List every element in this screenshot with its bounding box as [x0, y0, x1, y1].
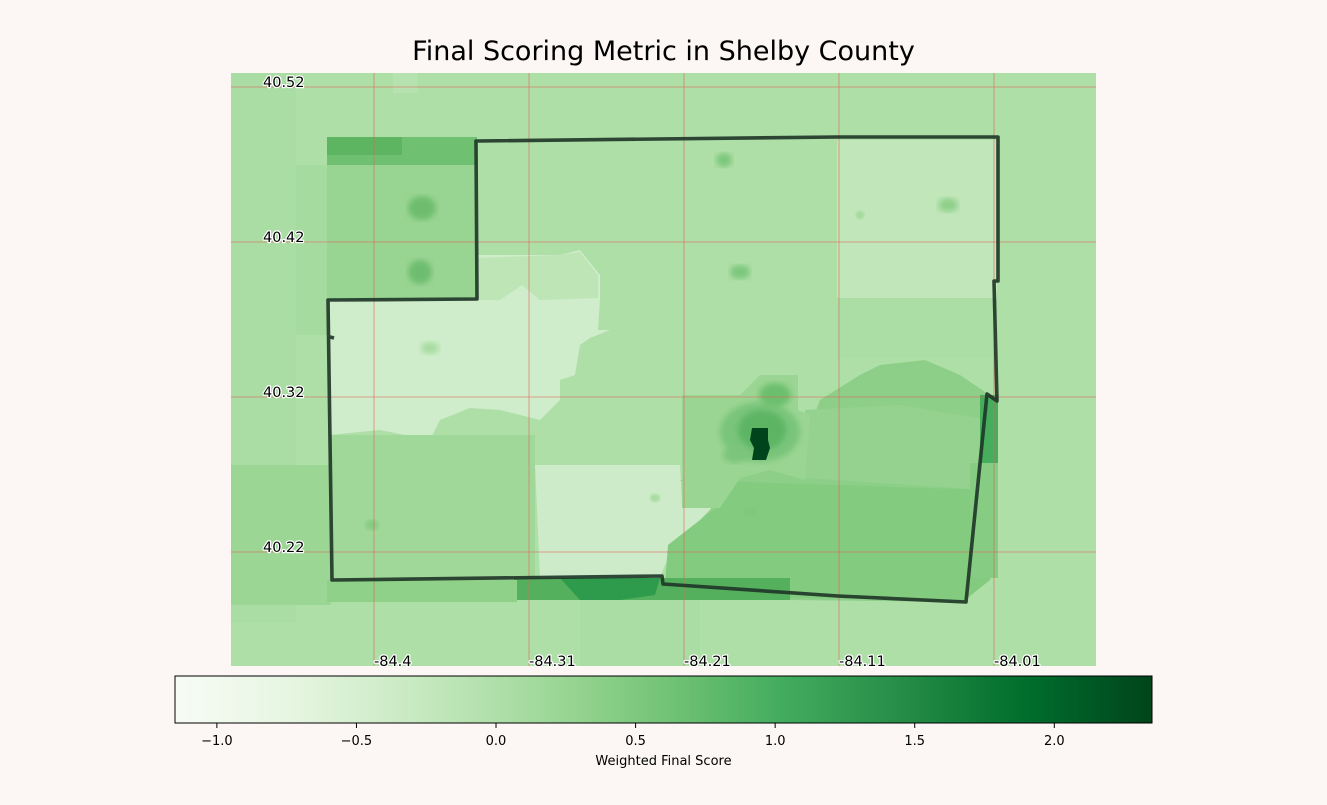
shelby-county-boundary [326, 135, 1000, 604]
lon-label: -84.11 [839, 654, 886, 670]
colorbar-tick-label: 1.0 [765, 734, 786, 749]
colorbar-tick-label: 0.5 [625, 734, 646, 749]
colorbar-tick-label: 1.5 [904, 734, 925, 749]
score-raster [231, 73, 1096, 666]
lat-label: 40.22 [263, 540, 305, 556]
colorbar-ticks: −1.0 −0.5 0.0 0.5 1.0 1.5 2.0 [201, 723, 1065, 749]
lat-label: 40.52 [263, 75, 305, 91]
colorbar-tick-label: 2.0 [1044, 734, 1065, 749]
lat-label: 40.42 [263, 230, 305, 246]
colorbar-tick-label: −1.0 [201, 734, 233, 749]
lon-label: -84.31 [529, 654, 576, 670]
colorbar-gradient [174, 675, 1153, 724]
colorbar-tick-label: 0.0 [486, 734, 507, 749]
lon-label: -84.01 [994, 654, 1041, 670]
colorbar-label: Weighted Final Score [595, 754, 731, 769]
lon-label: -84.21 [684, 654, 731, 670]
map-title: Final Scoring Metric in Shelby County [412, 36, 915, 67]
colorbar: −1.0 −0.5 0.0 0.5 1.0 1.5 2.0 Weighted Final S… [174, 675, 1153, 769]
lat-label: 40.32 [263, 385, 305, 401]
lat-labels: 40.52 40.42 40.32 40.22 [262, 74, 306, 557]
lon-labels: -84.4 -84.31 -84.21 -84.11 -84.01 [373, 653, 1042, 671]
colorbar-tick-label: −0.5 [341, 734, 373, 749]
graticule [231, 73, 1096, 666]
lon-label: -84.4 [374, 654, 412, 670]
